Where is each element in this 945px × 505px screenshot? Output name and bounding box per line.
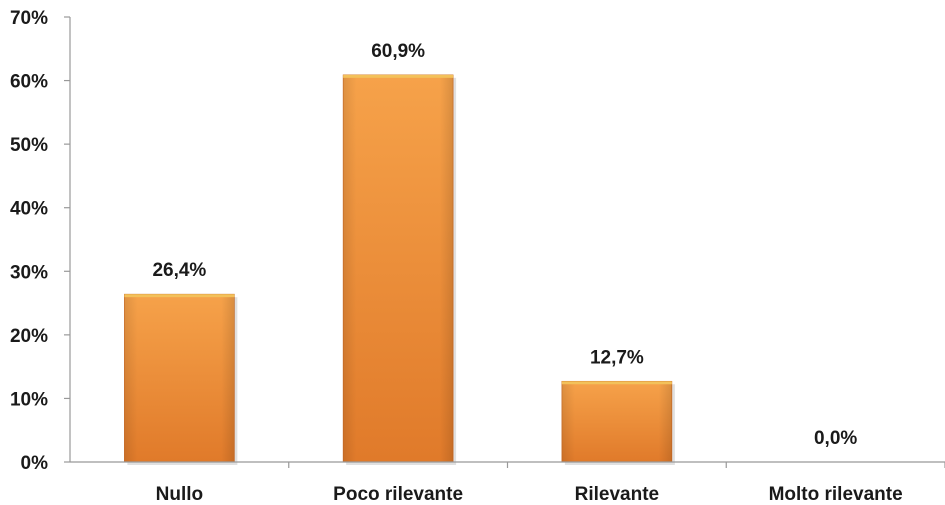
x-axis: Nullo Poco rilevante Rilevante Molto rileva… xyxy=(70,461,945,505)
data-label: 0,0% xyxy=(814,428,857,449)
y-tick-label: 70% xyxy=(10,8,48,29)
y-tick-label: 60% xyxy=(10,72,48,93)
y-tick-label: 40% xyxy=(10,199,48,220)
x-category-label: Rilevante xyxy=(575,484,659,505)
bar-0 xyxy=(124,293,238,465)
y-tick-label: 10% xyxy=(10,389,48,410)
bar-shade xyxy=(124,294,235,462)
y-tick-label: 30% xyxy=(10,262,48,283)
bars xyxy=(124,74,675,465)
bar-top-highlight xyxy=(124,294,235,298)
bar-2 xyxy=(561,380,675,465)
data-labels: 26,4% 60,9% 12,7% 0,0% xyxy=(152,41,857,449)
y-tick-label: 20% xyxy=(10,326,48,347)
y-axis: 0% 10% 20% 30% 40% 50% 60% 70% xyxy=(10,8,71,474)
data-label: 60,9% xyxy=(371,41,425,62)
bar-1 xyxy=(342,74,457,465)
data-label: 26,4% xyxy=(152,260,206,281)
bar-shade xyxy=(561,381,672,462)
x-category-label: Molto rilevante xyxy=(769,484,903,505)
bar-top-highlight xyxy=(561,381,672,385)
y-tick-label: 0% xyxy=(21,453,49,474)
x-category-label: Nullo xyxy=(156,484,204,505)
x-category-label: Poco rilevante xyxy=(333,484,463,505)
bar-shade xyxy=(343,74,454,462)
data-label: 12,7% xyxy=(590,347,644,368)
bar-top-highlight xyxy=(343,74,454,78)
y-tick-label: 50% xyxy=(10,135,48,156)
